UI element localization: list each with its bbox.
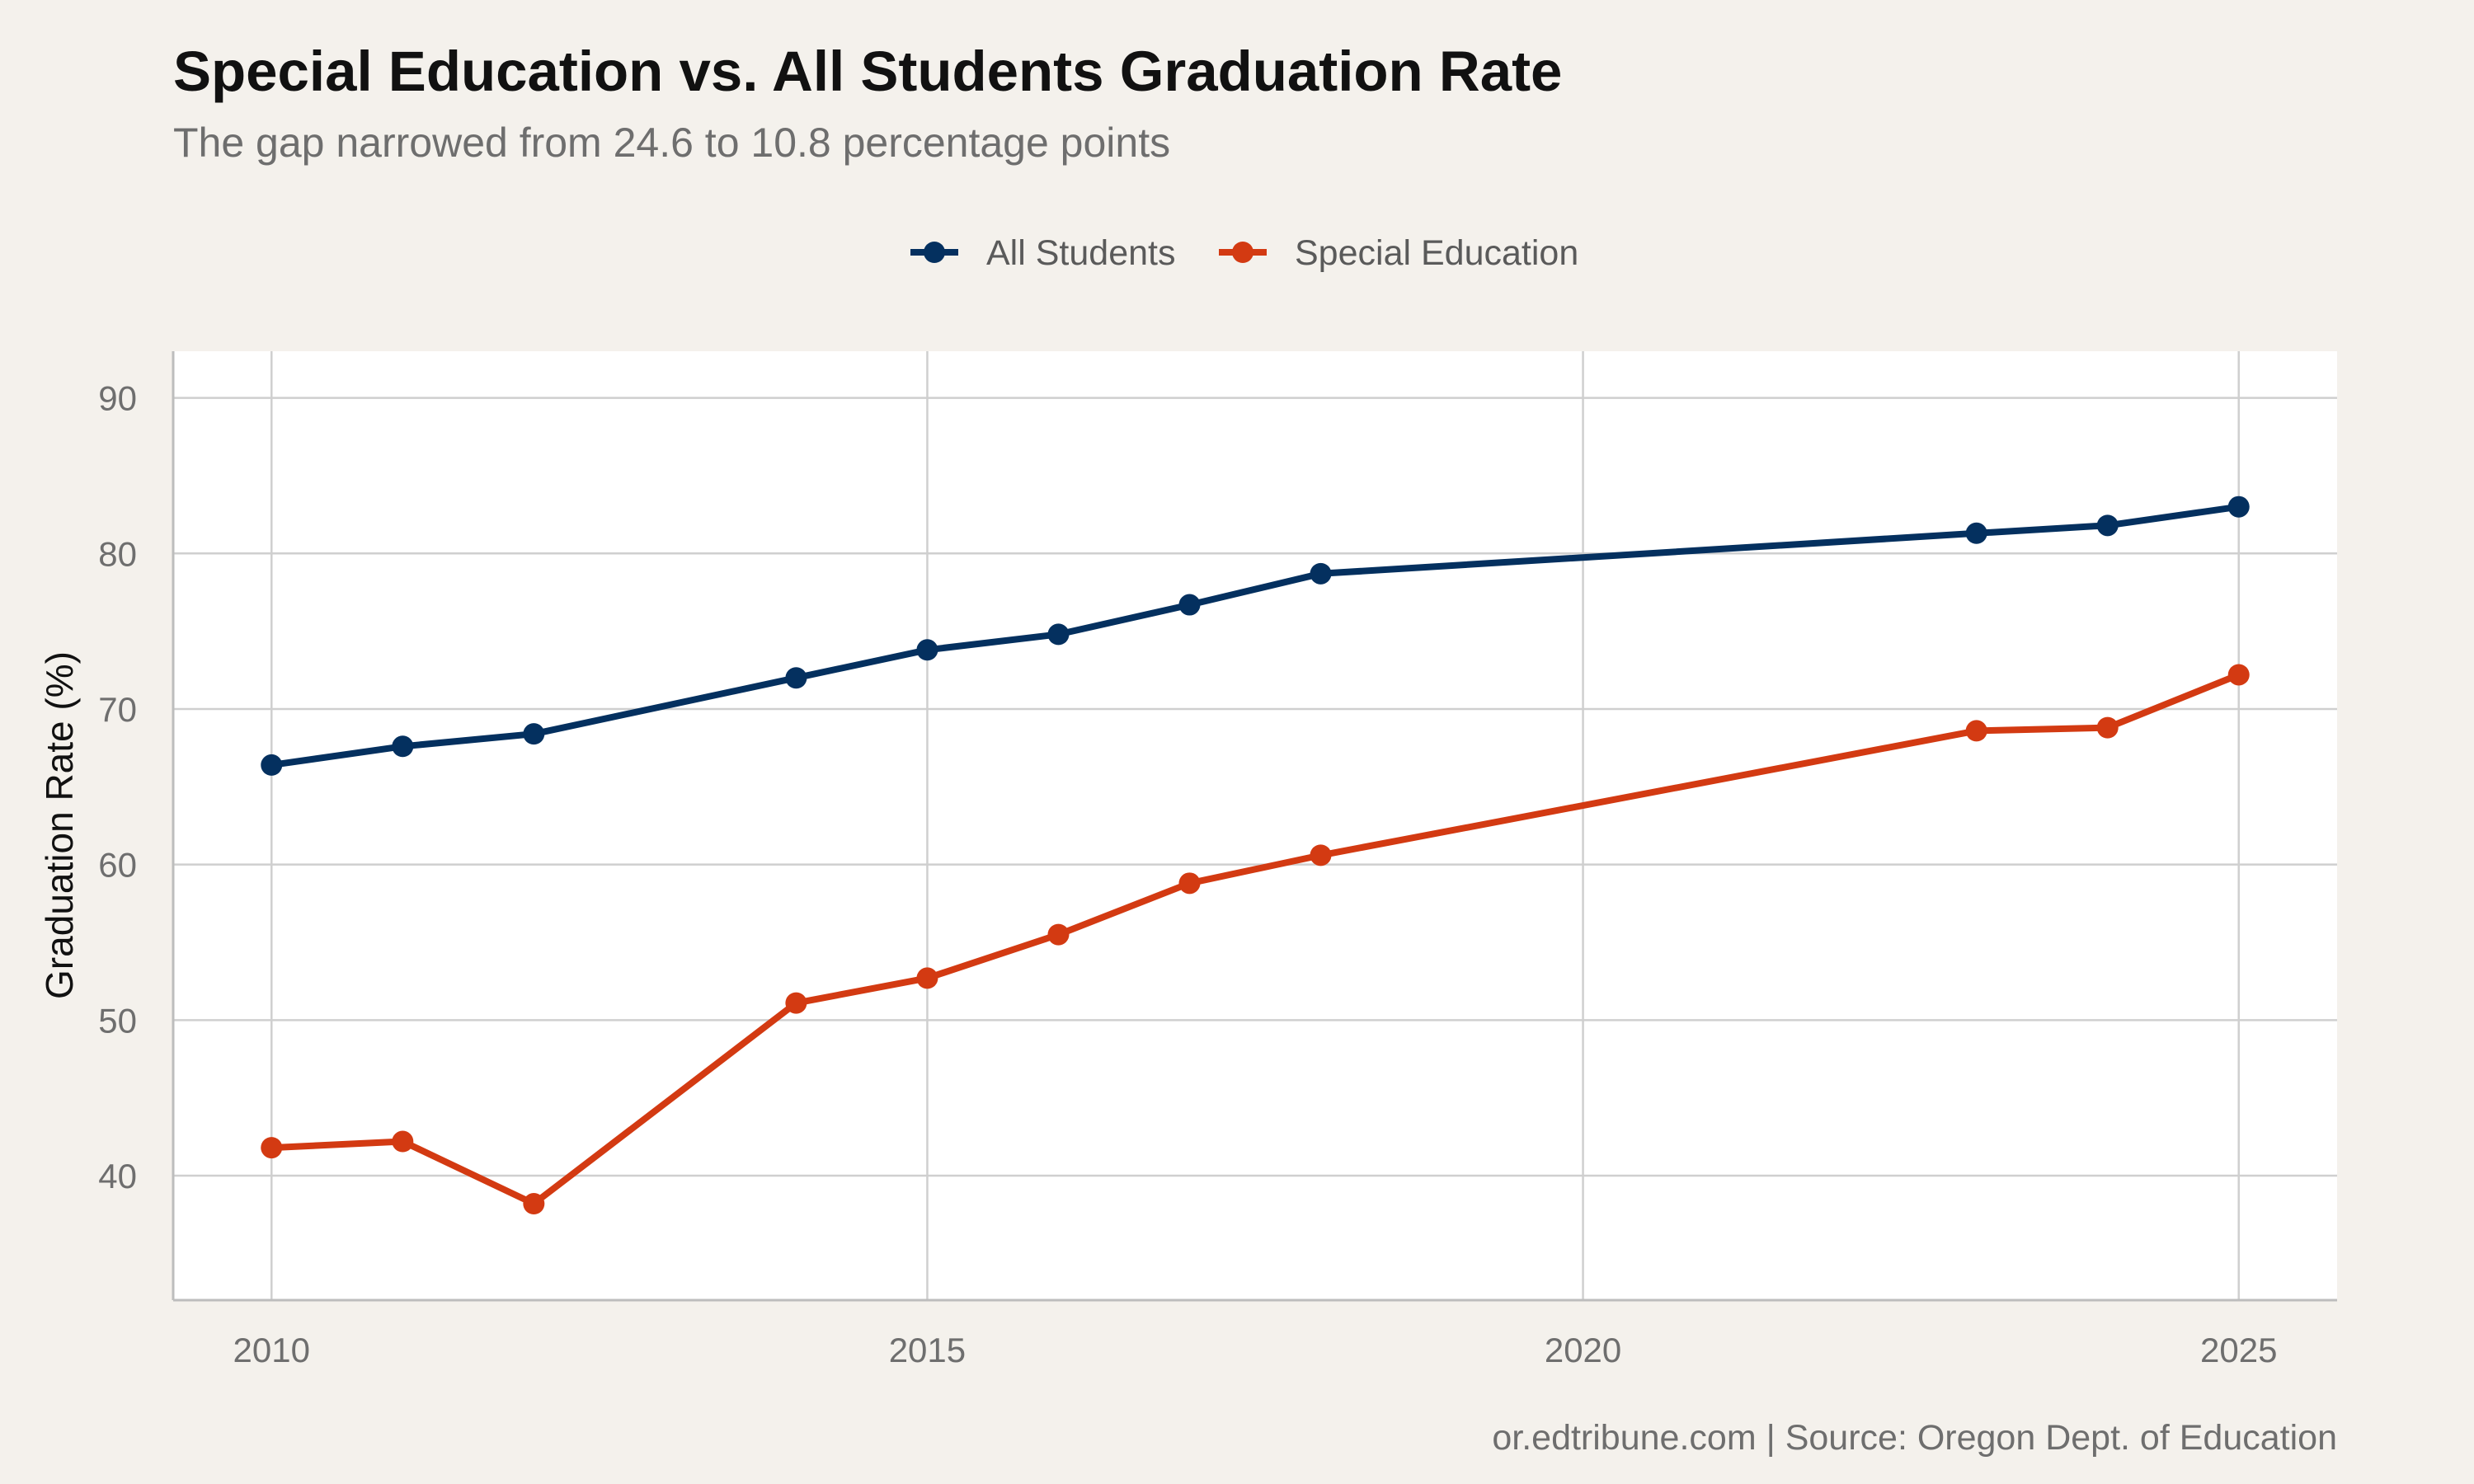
y-tick-label: 60 <box>98 846 137 885</box>
plot-panel <box>173 351 2337 1300</box>
data-point-all-students <box>1310 562 1332 585</box>
data-point-special-education <box>523 1193 545 1215</box>
y-tick-labels: 40 50 60 70 80 90 <box>98 379 137 1195</box>
data-point-all-students <box>523 723 545 745</box>
data-point-special-education <box>1965 720 1987 742</box>
series-layer <box>261 495 2250 1215</box>
x-tick-labels: 2010 2015 2020 2025 <box>233 1331 2278 1369</box>
grid-horizontal <box>173 397 2337 1177</box>
data-point-all-students <box>1178 594 1201 616</box>
y-tick-label: 90 <box>98 379 137 418</box>
data-point-special-education <box>392 1130 414 1153</box>
y-tick-label: 80 <box>98 534 137 573</box>
chart-title: Special Education vs. All Students Gradu… <box>173 40 1562 103</box>
x-tick-label: 2025 <box>2200 1331 2277 1369</box>
legend-label-all-students: All Students <box>986 233 1175 273</box>
data-point-special-education <box>2227 664 2250 686</box>
data-point-all-students <box>392 735 414 758</box>
data-point-all-students <box>916 639 938 661</box>
x-tick-label: 2010 <box>233 1331 310 1369</box>
chart-subtitle: The gap narrowed from 24.6 to 10.8 perce… <box>173 120 1170 166</box>
data-point-all-students <box>1965 522 1987 544</box>
y-tick-label: 70 <box>98 690 137 729</box>
data-point-special-education <box>1047 923 1070 946</box>
data-point-all-students <box>2227 495 2250 518</box>
chart-caption: or.edtribune.com | Source: Oregon Dept. … <box>1492 1418 2337 1458</box>
series-special-education <box>261 664 2250 1215</box>
data-point-special-education <box>1178 872 1201 895</box>
data-point-special-education <box>916 967 938 989</box>
data-point-special-education <box>1310 844 1332 866</box>
legend-item-all-students: All Students <box>910 233 1175 273</box>
data-point-all-students <box>261 754 283 776</box>
data-point-special-education <box>2096 716 2119 739</box>
series-all-students <box>261 495 2250 776</box>
legend-item-special-education: Special Education <box>1219 233 1578 273</box>
data-point-all-students <box>2096 514 2119 537</box>
legend: All Students Special Education <box>910 233 1578 273</box>
data-point-all-students <box>1047 623 1070 646</box>
data-point-special-education <box>785 992 807 1014</box>
legend-marker-special-education <box>1232 242 1253 263</box>
x-tick-label: 2020 <box>1545 1331 1621 1369</box>
data-point-special-education <box>261 1137 283 1159</box>
data-point-all-students <box>785 667 807 689</box>
legend-marker-all-students <box>924 242 945 263</box>
y-tick-label: 50 <box>98 1001 137 1040</box>
y-axis-label: Graduation Rate (%) <box>38 651 81 999</box>
x-tick-label: 2015 <box>889 1331 966 1369</box>
legend-label-special-education: Special Education <box>1295 233 1578 273</box>
y-tick-label: 40 <box>98 1157 137 1195</box>
